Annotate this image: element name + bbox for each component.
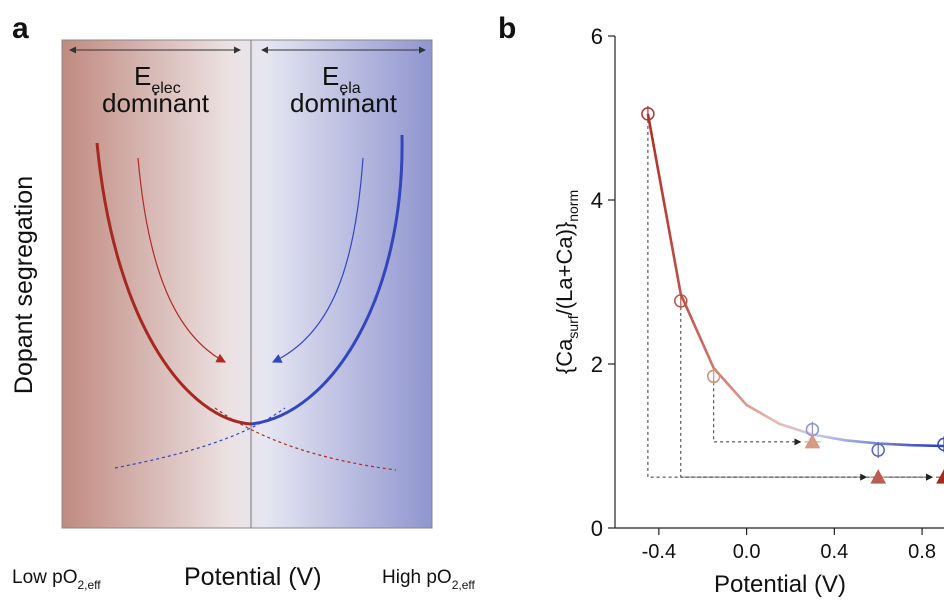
ela-dominant-label: dominant [290,88,398,118]
guide-arrow [680,306,868,481]
data-point-circle [674,294,688,308]
y-tick-label: 4 [591,188,603,213]
blue-curved-arrow [271,157,364,363]
panel-a-ylabel: Dopant segregation [10,176,38,394]
red-segregation-curve [95,142,252,426]
guide-arrow [713,382,802,446]
y-tick-label: 0 [591,516,603,541]
panel-b-xlabel: Potential (V) [714,571,846,598]
data-point-circle [706,369,721,384]
panel-b-letter: b [498,12,516,45]
panel-a-xlabel: Potential (V) [184,563,322,591]
elec-label: Eelec [134,61,181,97]
elec-dominant-label: dominant [102,88,210,118]
chart-marks [641,105,944,484]
high-po2-label: High pO2,eff [382,567,476,592]
x-tick-label: 0.4 [820,541,848,563]
data-point-circle [641,107,655,121]
red-curved-arrow [137,157,227,363]
x-tick-label: 0.0 [733,541,761,563]
y-tick-label: 6 [591,24,603,49]
blue-segregation-curve [250,134,404,426]
panel-b-ylabel: {Casurf/(La+Ca)}norm [552,190,581,374]
panel-a-background [61,39,433,529]
panel-a-letter: a [12,12,29,45]
x-tick-label: -0.4 [642,541,676,563]
axis-ticks: -0.4 0.0 0.4 0.8 0 2 4 6 [591,24,936,563]
ela-label: Eela [322,61,361,97]
y-tick-label: 2 [591,352,603,377]
data-point-circle [871,443,885,457]
low-po2-label: Low pO2,eff [12,567,101,592]
data-point-circle [937,437,944,452]
fit-curve [646,113,944,448]
guide-arrow [647,119,933,481]
x-tick-label: 0.8 [908,541,936,563]
